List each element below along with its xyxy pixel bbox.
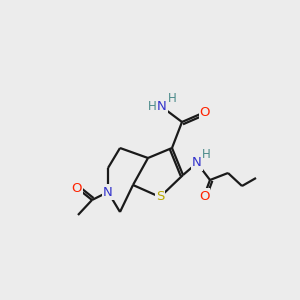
Text: N: N (157, 100, 167, 113)
Text: O: O (72, 182, 82, 194)
Text: N: N (103, 185, 113, 199)
Text: H: H (168, 92, 176, 106)
Text: N: N (192, 157, 202, 169)
Text: H: H (148, 100, 156, 113)
Text: O: O (199, 190, 209, 202)
Text: H: H (202, 148, 210, 160)
Text: S: S (156, 190, 164, 203)
Text: O: O (200, 106, 210, 118)
